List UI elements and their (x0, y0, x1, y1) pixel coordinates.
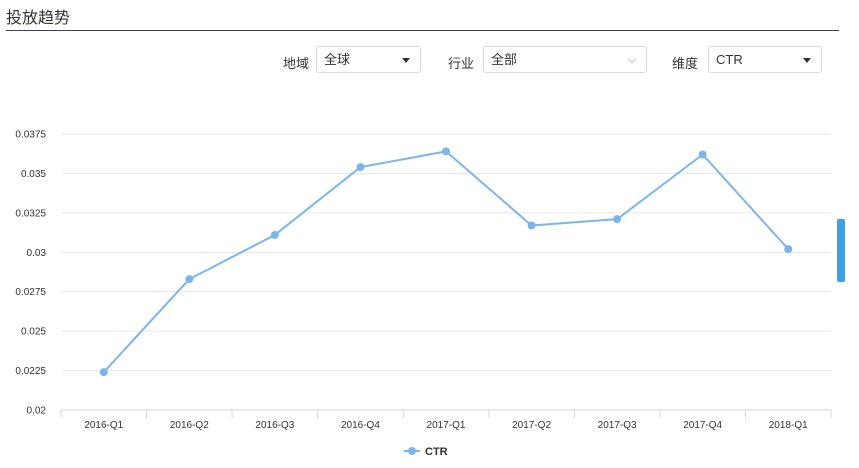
data-point (270, 230, 279, 239)
region-select[interactable]: 全球 (316, 46, 421, 73)
industry-select[interactable]: 全部 (483, 46, 647, 73)
industry-label: 行业 (448, 56, 475, 71)
side-feedback-tab[interactable] (837, 219, 845, 282)
x-tick-label: 2016-Q2 (170, 420, 209, 431)
x-tick-label: 2017-Q2 (512, 420, 551, 431)
series-line (103, 150, 789, 373)
y-tick-label: 0.02 (27, 406, 47, 417)
x-tick-label: 2017-Q1 (427, 420, 466, 431)
y-tick-label: 0.0375 (15, 130, 46, 141)
y-tick-label: 0.025 (21, 327, 46, 338)
chevron-down-icon (402, 58, 410, 63)
region-label: 地域 (283, 56, 310, 71)
x-tick-label: 2016-Q3 (255, 420, 294, 431)
region-select-value: 全球 (324, 52, 351, 67)
data-point (527, 221, 536, 230)
page-title: 投放趋势 (6, 10, 71, 27)
y-tick-label: 0.0225 (15, 366, 46, 377)
dimension-select-value: CTR (716, 52, 743, 67)
dimension-select[interactable]: CTR (708, 46, 822, 73)
x-tick-label: 2017-Q3 (598, 420, 637, 431)
dimension-label: 维度 (672, 56, 699, 71)
data-point (784, 245, 793, 254)
y-tick-label: 0.035 (21, 169, 46, 180)
y-tick-label: 0.0275 (15, 287, 46, 298)
y-tick-label: 0.0325 (15, 208, 46, 219)
legend-label: CTR (425, 446, 448, 458)
data-point (99, 368, 108, 377)
legend-marker (408, 447, 416, 455)
chevron-down-icon (803, 58, 811, 63)
x-tick-label: 2017-Q4 (683, 420, 722, 431)
y-tick-label: 0.03 (27, 248, 47, 259)
data-point (356, 163, 365, 172)
x-tick-label: 2016-Q1 (84, 420, 123, 431)
x-tick-label: 2018-Q1 (769, 420, 808, 431)
x-tick-label: 2016-Q4 (341, 420, 380, 431)
data-point (185, 275, 194, 284)
data-point (698, 150, 707, 159)
data-point (613, 215, 622, 224)
data-point (442, 147, 450, 156)
title-divider (6, 30, 839, 31)
industry-select-value: 全部 (491, 52, 518, 67)
